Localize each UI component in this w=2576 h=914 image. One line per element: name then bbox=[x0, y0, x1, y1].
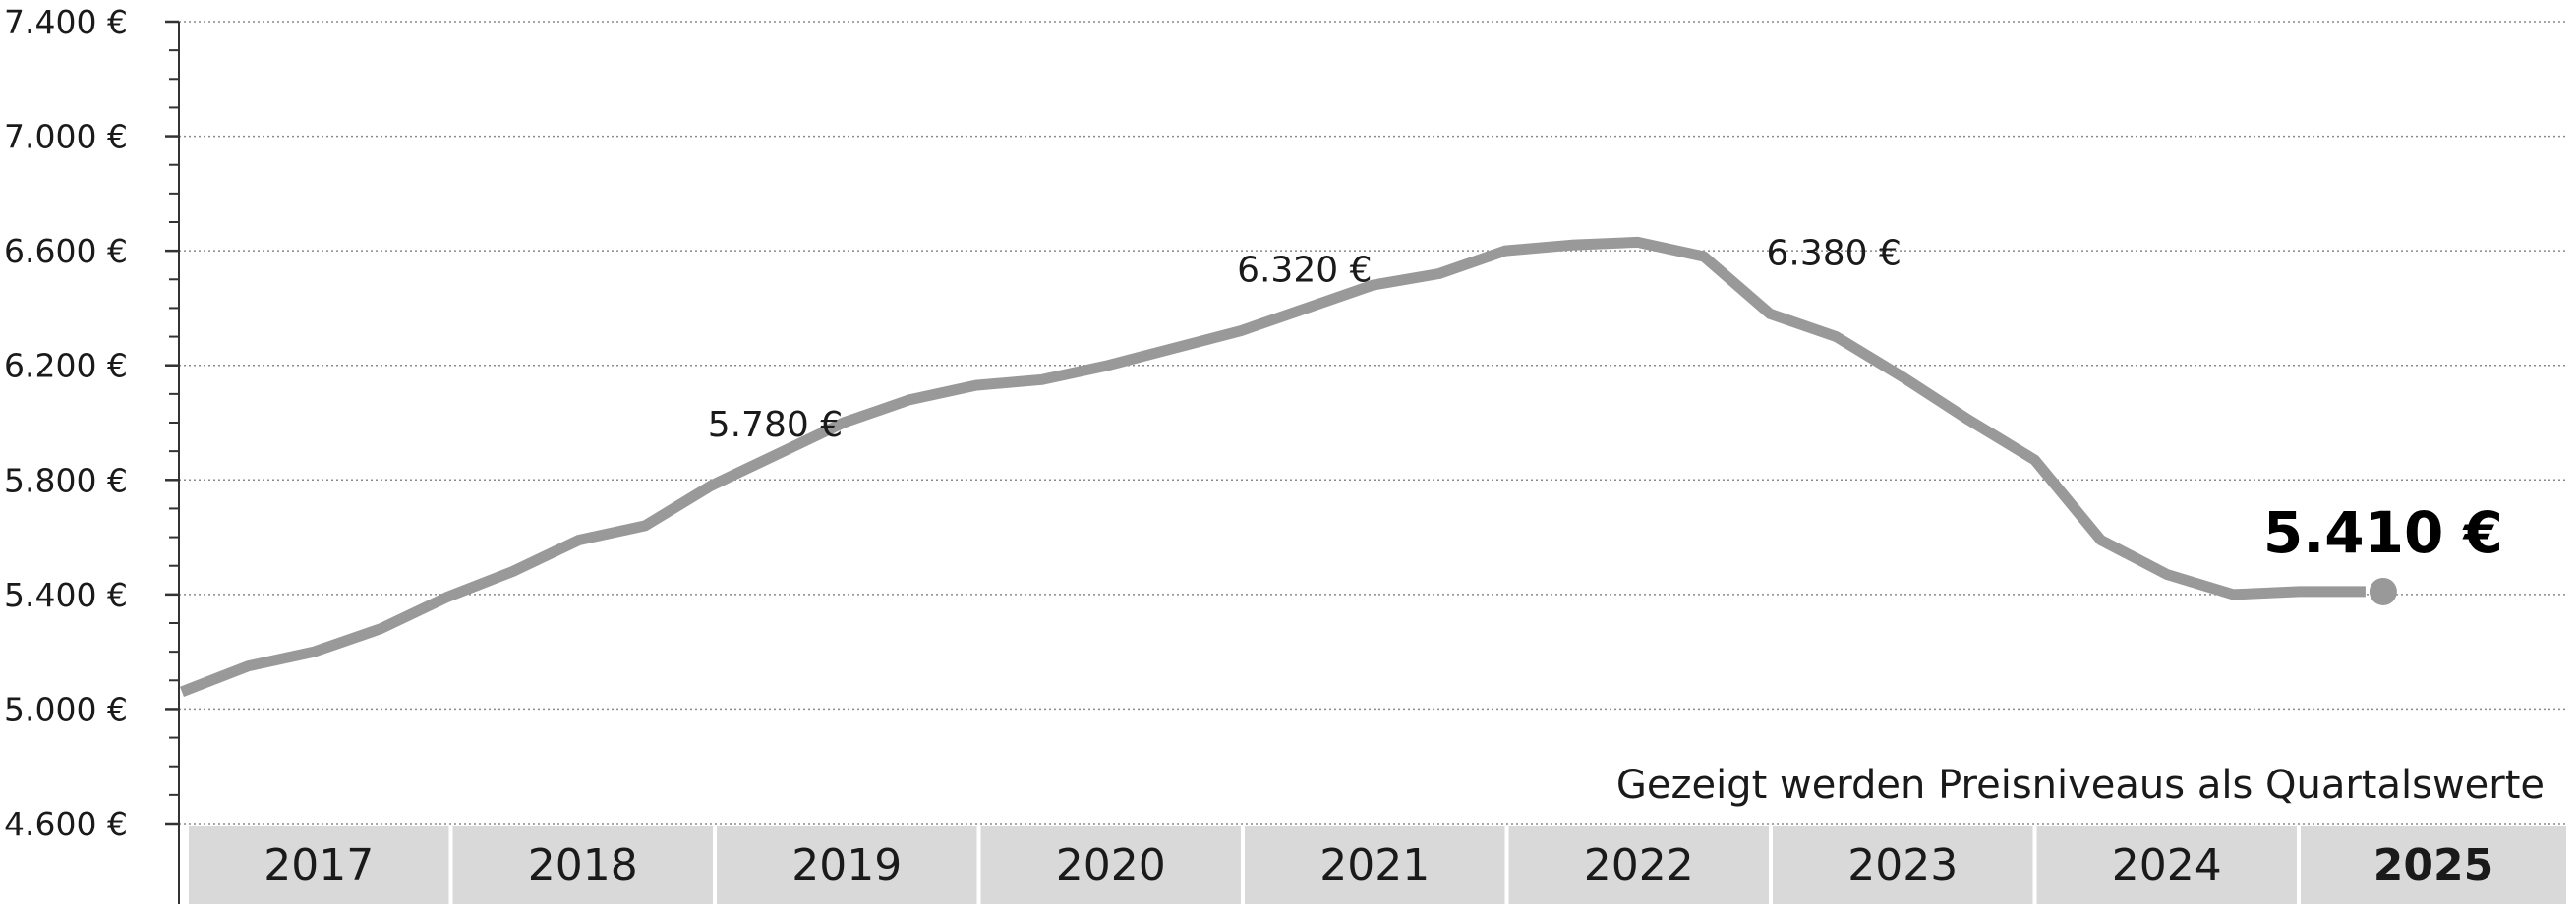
year-cell bbox=[189, 826, 449, 904]
year-label: 2025 bbox=[2373, 840, 2493, 890]
year-label: 2023 bbox=[1847, 840, 1958, 890]
y-tick-label: 7.400 € bbox=[4, 3, 128, 41]
year-label: 2021 bbox=[1319, 840, 1430, 890]
y-tick-label: 7.000 € bbox=[4, 118, 128, 156]
year-cell bbox=[452, 826, 713, 904]
y-tick-label: 6.200 € bbox=[4, 347, 128, 385]
y-tick-label: 5.400 € bbox=[4, 576, 128, 614]
chart-note: Gezeigt werden Preisniveaus als Quartals… bbox=[1616, 763, 2545, 808]
year-label: 2017 bbox=[263, 840, 374, 890]
data-label: 6.380 € bbox=[1766, 233, 1901, 273]
year-label: 2022 bbox=[1584, 840, 1694, 890]
year-cell bbox=[1508, 826, 1769, 904]
y-tick-label: 5.000 € bbox=[4, 690, 128, 728]
data-label: 6.320 € bbox=[1237, 251, 1372, 291]
year-band: 2017 2018 2019 2020 2021 2022 2023 2024 2025 bbox=[189, 826, 2566, 904]
latest-value-label: 5.410 € bbox=[2263, 499, 2503, 566]
data-label: 5.780 € bbox=[708, 405, 843, 445]
year-cell bbox=[1245, 826, 1505, 904]
y-tick-label: 6.600 € bbox=[4, 232, 128, 270]
y-axis-minor-ticks bbox=[165, 20, 179, 826]
latest-value-marker bbox=[2369, 577, 2397, 605]
year-cell bbox=[717, 826, 977, 904]
grid-layer bbox=[179, 21, 2566, 825]
year-cell bbox=[1773, 826, 2033, 904]
data-annotations: 5.780 € 6.320 € 6.380 € 5.410 € bbox=[708, 233, 2503, 566]
year-label: 2020 bbox=[1056, 840, 1166, 890]
y-tick-label: 4.600 € bbox=[4, 805, 128, 843]
year-label: 2018 bbox=[528, 840, 638, 890]
year-label: 2019 bbox=[791, 840, 902, 890]
year-cell bbox=[980, 826, 1241, 904]
y-axis-tick-labels: 4.600 € 5.000 € 5.400 € 5.800 € 6.200 € 6.600… bbox=[4, 3, 128, 843]
year-cell bbox=[2301, 826, 2566, 904]
price-series-line bbox=[180, 236, 2366, 698]
year-label: 2024 bbox=[2112, 840, 2222, 890]
y-tick-label: 5.800 € bbox=[4, 461, 128, 499]
year-cell bbox=[2036, 826, 2297, 904]
